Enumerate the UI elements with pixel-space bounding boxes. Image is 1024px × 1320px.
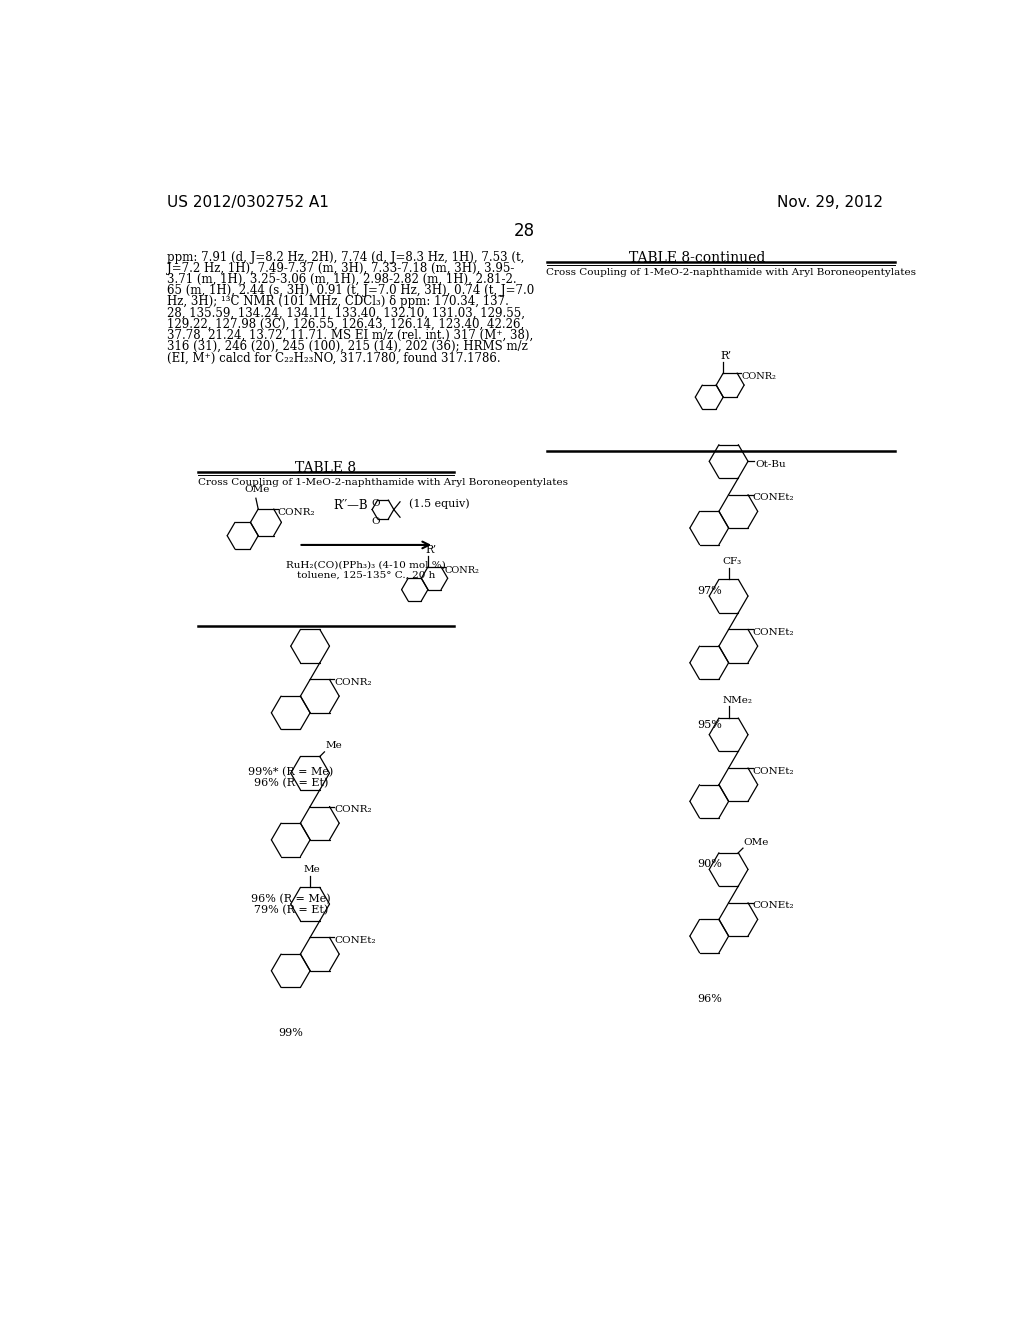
Text: US 2012/0302752 A1: US 2012/0302752 A1	[167, 194, 329, 210]
Text: CONR₂: CONR₂	[445, 565, 480, 574]
Text: toluene, 125-135° C., 20 h: toluene, 125-135° C., 20 h	[297, 572, 435, 579]
Text: R’: R’	[426, 545, 436, 554]
Text: CONEt₂: CONEt₂	[334, 936, 376, 945]
Text: 99%: 99%	[279, 1028, 303, 1039]
Text: TABLE 8: TABLE 8	[295, 461, 356, 475]
Text: 28: 28	[514, 222, 536, 239]
Text: (1.5 equiv): (1.5 equiv)	[410, 498, 470, 508]
Text: J=7.2 Hz, 1H), 7.49-7.37 (m, 3H), 7.33-7.18 (m, 3H), 3.95-: J=7.2 Hz, 1H), 7.49-7.37 (m, 3H), 7.33-7…	[167, 261, 514, 275]
Text: CONEt₂: CONEt₂	[753, 767, 795, 776]
Text: NMe₂: NMe₂	[722, 696, 753, 705]
Text: CONR₂: CONR₂	[334, 805, 372, 814]
Text: 99%* (R = Me): 99%* (R = Me)	[248, 767, 334, 777]
Text: RuH₂(CO)(PPh₃)₃ (4-10 mol %): RuH₂(CO)(PPh₃)₃ (4-10 mol %)	[286, 561, 445, 569]
Text: R’: R’	[721, 351, 732, 360]
Text: CONR₂: CONR₂	[278, 508, 315, 516]
Text: CONEt₂: CONEt₂	[753, 628, 795, 638]
Text: 96% (R = Et): 96% (R = Et)	[254, 777, 328, 788]
Text: 28, 135.59, 134.24, 134.11, 133.40, 132.10, 131.03, 129.55,: 28, 135.59, 134.24, 134.11, 133.40, 132.…	[167, 306, 524, 319]
Text: 97%: 97%	[697, 586, 722, 595]
Text: 79% (R = Et): 79% (R = Et)	[254, 904, 328, 915]
Text: 96% (R = Me): 96% (R = Me)	[251, 894, 331, 904]
Text: CONEt₂: CONEt₂	[753, 902, 795, 911]
Text: ppm: 7.91 (d, J=8.2 Hz, 2H), 7.74 (d, J=8.3 Hz, 1H), 7.53 (t,: ppm: 7.91 (d, J=8.2 Hz, 2H), 7.74 (d, J=…	[167, 251, 524, 264]
Text: O: O	[372, 499, 380, 508]
Text: CF₃: CF₃	[722, 557, 741, 566]
Text: 129.22, 127.98 (3C), 126.55, 126.43, 126.14, 123.40, 42.26,: 129.22, 127.98 (3C), 126.55, 126.43, 126…	[167, 318, 524, 331]
Text: Cross Coupling of 1-MeO-2-naphthamide with Aryl Boroneopentylates: Cross Coupling of 1-MeO-2-naphthamide wi…	[198, 478, 567, 487]
Text: 90%: 90%	[696, 859, 722, 869]
Text: OMe: OMe	[245, 486, 269, 495]
Text: CONR₂: CONR₂	[334, 678, 372, 686]
Text: Me: Me	[326, 742, 342, 750]
Text: TABLE 8-continued: TABLE 8-continued	[630, 251, 766, 265]
Text: O: O	[372, 517, 380, 527]
Text: (EI, M⁺) calcd for C₂₂H₂₃NO, 317.1780, found 317.1786.: (EI, M⁺) calcd for C₂₂H₂₃NO, 317.1780, f…	[167, 351, 501, 364]
Text: 316 (31), 246 (20), 245 (100), 215 (14), 202 (36); HRMS m/z: 316 (31), 246 (20), 245 (100), 215 (14),…	[167, 341, 527, 354]
Text: OMe: OMe	[743, 838, 769, 846]
Text: 95%: 95%	[696, 721, 722, 730]
Text: Me: Me	[304, 866, 321, 874]
Text: 65 (m, 1H), 2.44 (s, 3H), 0.91 (t, J=7.0 Hz, 3H), 0.74 (t, J=7.0: 65 (m, 1H), 2.44 (s, 3H), 0.91 (t, J=7.0…	[167, 284, 534, 297]
Text: R′′—B: R′′—B	[334, 499, 368, 512]
Text: Hz, 3H); ¹³C NMR (101 MHz, CDCl₃) δ ppm: 170.34, 137.: Hz, 3H); ¹³C NMR (101 MHz, CDCl₃) δ ppm:…	[167, 296, 509, 309]
Text: 96%: 96%	[696, 994, 722, 1003]
Text: 37.78, 21.24, 13.72, 11.71. MS EI m/z (rel. int.) 317 (M⁺, 38),: 37.78, 21.24, 13.72, 11.71. MS EI m/z (r…	[167, 329, 534, 342]
Text: CONR₂: CONR₂	[741, 372, 776, 380]
Text: Ot-Bu: Ot-Bu	[755, 459, 785, 469]
Text: CONEt₂: CONEt₂	[753, 494, 795, 502]
Text: Cross Coupling of 1-MeO-2-naphthamide with Aryl Boroneopentylates: Cross Coupling of 1-MeO-2-naphthamide wi…	[547, 268, 916, 277]
Text: Nov. 29, 2012: Nov. 29, 2012	[777, 194, 883, 210]
Text: 3.71 (m, 1H), 3.25-3.06 (m, 1H), 2.98-2.82 (m, 1H), 2.81-2.: 3.71 (m, 1H), 3.25-3.06 (m, 1H), 2.98-2.…	[167, 273, 516, 286]
